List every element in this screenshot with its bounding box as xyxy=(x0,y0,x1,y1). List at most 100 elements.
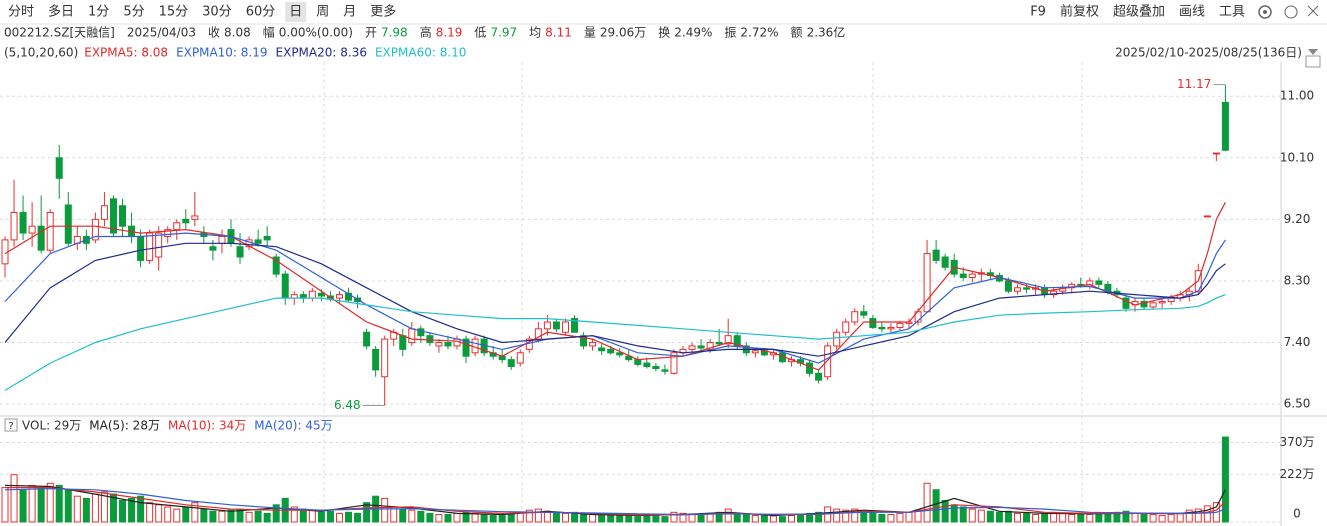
period-tab[interactable]: 5分 xyxy=(123,5,144,20)
volume-bar xyxy=(851,508,859,523)
candle-body xyxy=(37,225,45,251)
tool-button[interactable]: 超级叠加 xyxy=(1113,5,1165,20)
volume-bar xyxy=(616,515,624,523)
volume-bar xyxy=(444,513,452,523)
period-tab[interactable]: 日 xyxy=(289,5,302,20)
volume-bar xyxy=(815,511,823,523)
wp-icon[interactable] xyxy=(1305,55,1321,68)
candle-body xyxy=(607,348,615,354)
quote-date: 2025/04/03 xyxy=(127,26,196,40)
candle-body xyxy=(119,205,127,227)
period-tab[interactable]: 多日 xyxy=(48,4,74,20)
close-stroke xyxy=(1307,5,1319,17)
quote-value: 7.97 xyxy=(490,26,517,40)
volume-bar xyxy=(408,509,416,523)
candle-body xyxy=(833,331,841,347)
volume-bar xyxy=(290,506,298,523)
volume-bar xyxy=(561,512,569,523)
candle-body xyxy=(751,350,759,354)
period-tab[interactable]: 60分 xyxy=(246,5,276,20)
quote-label: 换 xyxy=(658,26,670,40)
date-range: 2025/02/10-2025/08/25(136日) xyxy=(1115,46,1302,60)
volume-bar xyxy=(227,509,235,523)
volume-bar xyxy=(534,508,542,523)
volume-bar xyxy=(760,515,768,523)
candle-body xyxy=(733,335,741,347)
candle-body xyxy=(1122,297,1130,309)
volume-bar xyxy=(1077,512,1085,523)
collapse-icon[interactable] xyxy=(1284,5,1298,19)
candle-body xyxy=(543,321,551,330)
candle-body xyxy=(426,335,434,344)
volume-bar xyxy=(10,474,18,523)
volume-bar xyxy=(670,511,678,523)
volume-bar xyxy=(580,512,588,523)
candle-body xyxy=(878,326,886,330)
volume-bar xyxy=(218,510,226,523)
candle-body xyxy=(1212,152,1220,155)
volume-bar xyxy=(1,487,9,523)
volume-bar xyxy=(941,500,949,523)
tool-button[interactable]: 前复权 xyxy=(1060,4,1099,20)
candle-body xyxy=(109,198,117,234)
volume-label: VOL: 29万 xyxy=(22,419,81,433)
candle-body xyxy=(887,326,895,330)
volume-bar xyxy=(525,509,533,523)
period-tab[interactable]: 15分 xyxy=(159,5,189,20)
stock-code: 002212.SZ[天融信] xyxy=(4,26,115,40)
tool-button[interactable]: 画线 xyxy=(1179,5,1205,20)
volume-bar xyxy=(1041,512,1049,523)
candle-body xyxy=(363,331,371,347)
candle-body xyxy=(46,212,54,251)
period-tab[interactable]: 30分 xyxy=(202,5,232,20)
period-tab[interactable]: 1分 xyxy=(88,5,109,20)
candle-body xyxy=(173,222,181,231)
volume-bar xyxy=(905,511,913,523)
collapse[interactable] xyxy=(1284,5,1298,19)
settings-icon[interactable] xyxy=(1258,5,1272,19)
volume-bar xyxy=(878,513,886,523)
quote-label: 收 xyxy=(208,26,220,40)
tool-button[interactable]: F9 xyxy=(1030,5,1046,20)
help-icon[interactable] xyxy=(4,418,18,432)
candle-body xyxy=(670,352,678,374)
volume-bar xyxy=(19,489,27,523)
close-icon[interactable] xyxy=(1307,5,1319,17)
candle-body xyxy=(236,246,244,258)
quote-value: 29.06万 xyxy=(600,26,646,40)
tool-button[interactable]: 工具 xyxy=(1219,5,1245,20)
volume-bar xyxy=(634,516,642,523)
volume-bar xyxy=(498,515,506,523)
volume-bar xyxy=(787,515,795,523)
candle-body xyxy=(19,212,27,234)
candle-body xyxy=(55,157,63,179)
candle-body xyxy=(571,318,579,333)
period-tab[interactable]: 更多 xyxy=(370,4,396,20)
period-tab[interactable]: 月 xyxy=(343,5,356,20)
candle-body xyxy=(1140,300,1148,308)
period-tab[interactable]: 分时 xyxy=(8,5,34,20)
volume-bar xyxy=(399,508,407,523)
quote-value: 2.49% xyxy=(674,26,712,40)
candle-body xyxy=(697,345,705,349)
candle-body xyxy=(381,338,389,378)
candle-body xyxy=(1149,302,1157,308)
candle-body xyxy=(1004,280,1012,292)
quote-label: 额 xyxy=(791,26,803,40)
candle-body xyxy=(155,232,163,258)
volume-legend-entry: MA(20): 45万 xyxy=(254,419,332,433)
volume-bar xyxy=(598,515,606,523)
candle-body xyxy=(462,338,470,357)
volume-bar xyxy=(625,515,633,523)
range-dropdown[interactable] xyxy=(1308,49,1318,55)
volume-bar xyxy=(263,512,271,523)
volume-bar xyxy=(552,511,560,523)
candle-body xyxy=(941,256,949,268)
volume-bar xyxy=(317,511,325,523)
period-tab[interactable]: 周 xyxy=(316,5,329,20)
help-mark: ? xyxy=(8,421,13,432)
volume-bar xyxy=(914,509,922,523)
volume-bar xyxy=(1068,513,1076,523)
gear[interactable] xyxy=(1258,5,1272,19)
